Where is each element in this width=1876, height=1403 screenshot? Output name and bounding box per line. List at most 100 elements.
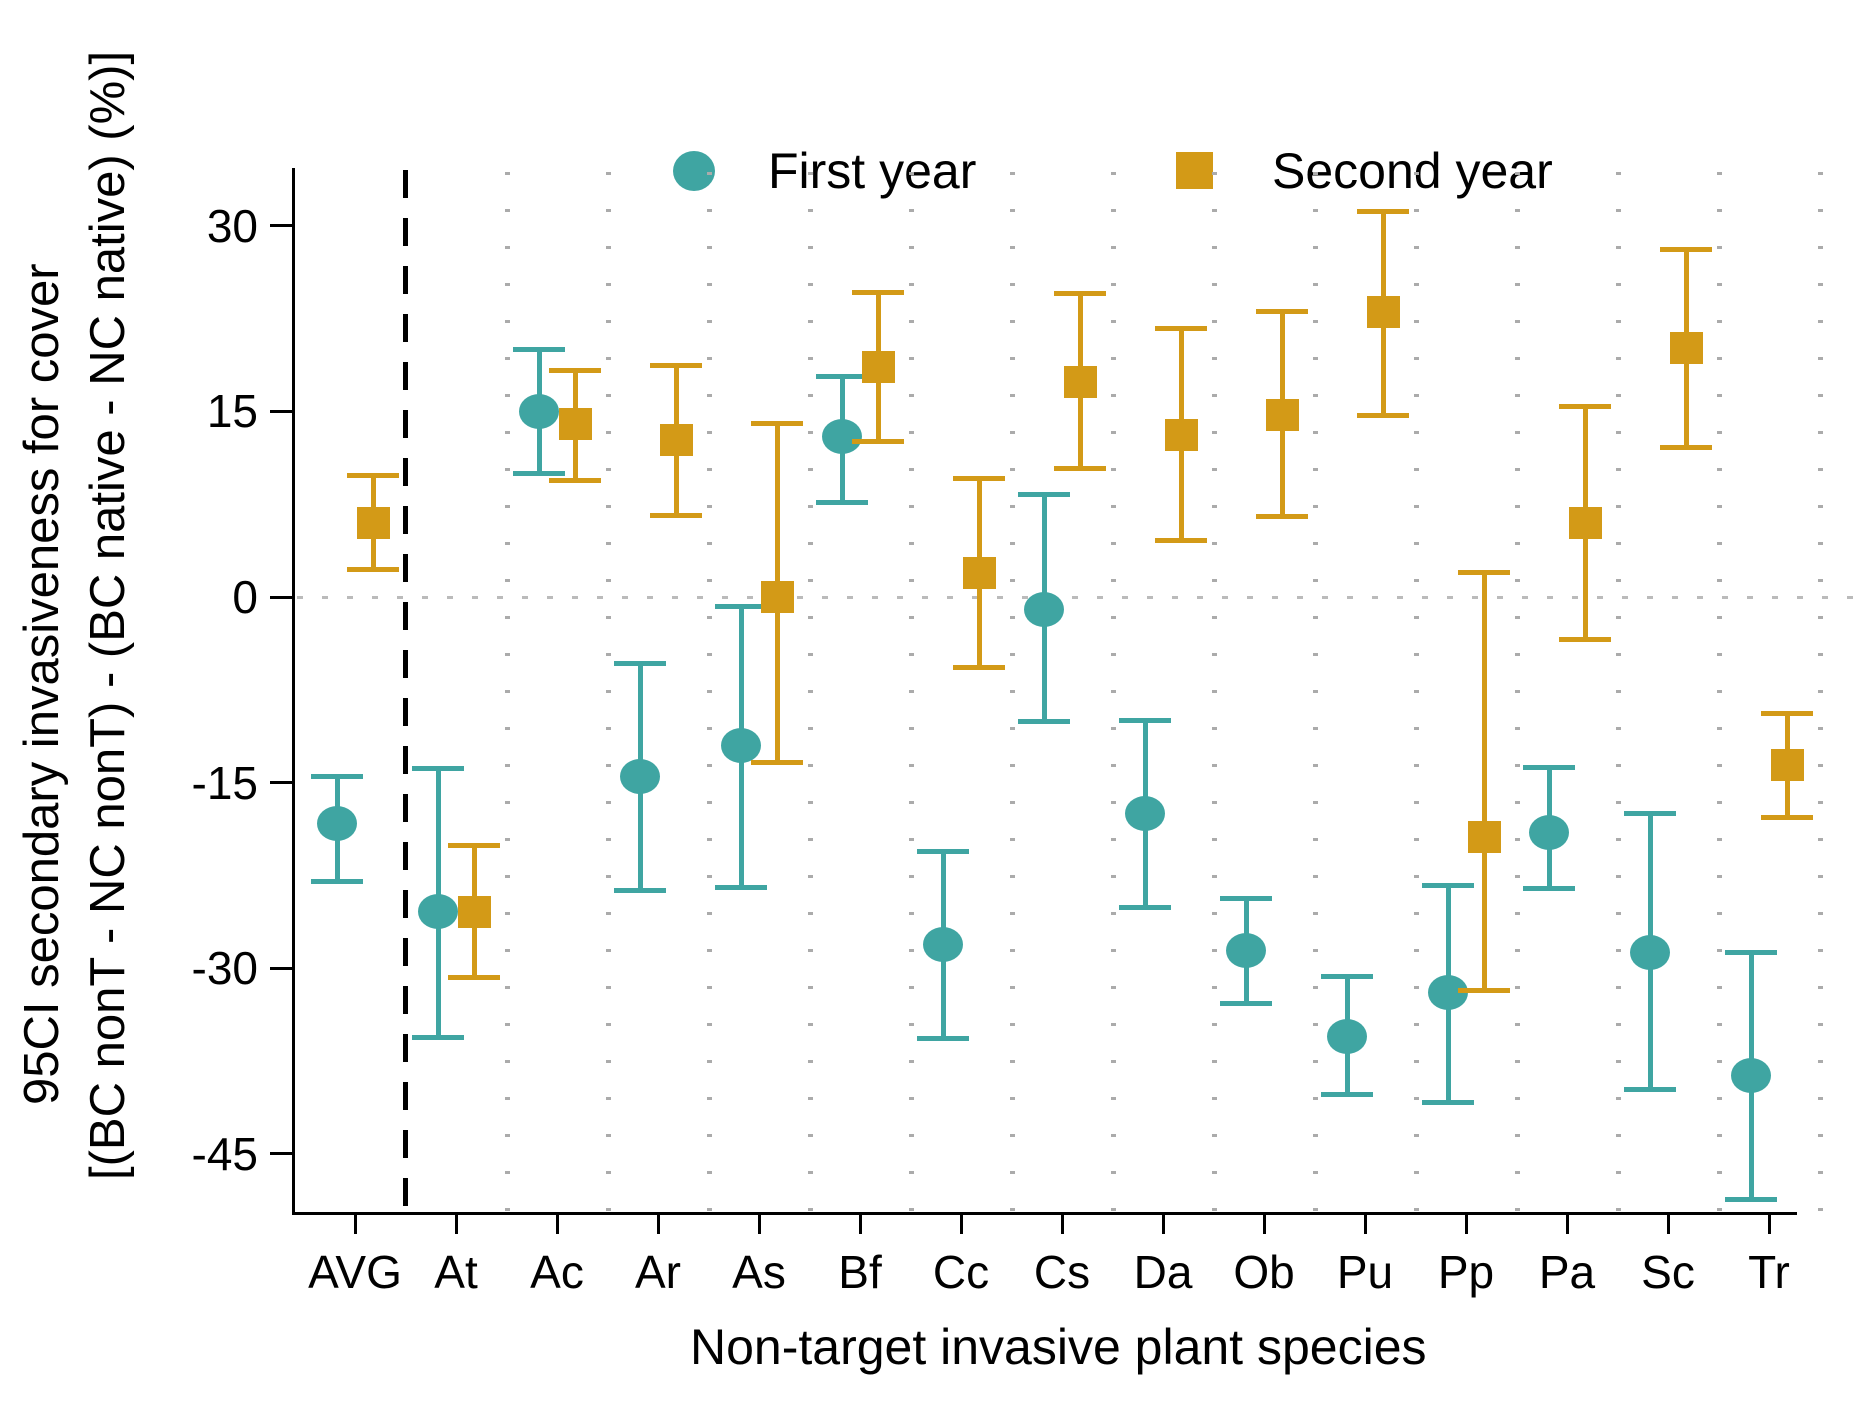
x-axis-tick bbox=[1161, 1212, 1165, 1234]
AVG-second-year-mean-marker bbox=[356, 506, 390, 539]
x-axis-tick bbox=[454, 1212, 458, 1234]
Ar-second-year-ci-upper-cap bbox=[650, 363, 702, 369]
y-axis-tick-label: 0 bbox=[232, 571, 258, 623]
y-axis-tick bbox=[270, 781, 292, 785]
Pa-second-year-ci-lower-cap bbox=[1559, 636, 1611, 642]
x-axis-tick bbox=[959, 1212, 963, 1234]
x-axis-tick-label: Da bbox=[1133, 1246, 1193, 1298]
Pu-first-year-mean-marker bbox=[1327, 1018, 1367, 1054]
column-separator-dotted-line bbox=[1110, 172, 1116, 1212]
Pp-first-year-ci-upper-cap bbox=[1422, 882, 1474, 888]
Pp-second-year-ci-line bbox=[1481, 572, 1487, 991]
x-axis-tick-label: Ar bbox=[635, 1246, 681, 1298]
Cs-second-year-mean-marker bbox=[1063, 365, 1097, 398]
Pp-first-year-ci-lower-cap bbox=[1422, 1100, 1474, 1106]
Da-second-year-mean-marker bbox=[1164, 418, 1198, 451]
x-axis-tick-label: AVG bbox=[308, 1246, 402, 1298]
Cc-first-year-ci-lower-cap bbox=[917, 1036, 969, 1042]
Pa-first-year-ci-lower-cap bbox=[1523, 886, 1575, 892]
x-axis-tick bbox=[656, 1212, 660, 1234]
y-axis-title-line2: [(BC nonT - NC nonT) - (BC native - NC n… bbox=[81, 50, 135, 1180]
Da-first-year-ci-upper-cap bbox=[1119, 718, 1171, 724]
Cc-second-year-ci-lower-cap bbox=[953, 665, 1005, 670]
Pp-second-year-ci-lower-cap bbox=[1458, 987, 1510, 993]
Da-second-year-ci-lower-cap bbox=[1155, 537, 1207, 543]
As-second-year-mean-marker bbox=[760, 581, 794, 613]
x-axis-tick-label: Pu bbox=[1336, 1246, 1394, 1298]
Da-first-year-ci-lower-cap bbox=[1119, 904, 1171, 910]
As-second-year-ci-upper-cap bbox=[751, 421, 803, 427]
Pu-second-year-ci-upper-cap bbox=[1357, 208, 1409, 214]
Sc-first-year-mean-marker bbox=[1630, 934, 1670, 970]
Cs-second-year-ci-upper-cap bbox=[1054, 291, 1106, 297]
At-second-year-mean-marker bbox=[457, 896, 491, 929]
legend-second-year-label: Second year bbox=[1272, 143, 1553, 199]
AVG-first-year-ci-lower-cap bbox=[311, 879, 363, 884]
x-axis-tick bbox=[1767, 1212, 1771, 1234]
AVG-second-year-ci-lower-cap bbox=[347, 567, 399, 573]
avg-divider-dashed-line bbox=[403, 170, 408, 1213]
zero-reference-line bbox=[297, 596, 1854, 599]
Pa-first-year-ci-upper-cap bbox=[1523, 765, 1575, 771]
Ar-second-year-mean-marker bbox=[659, 423, 693, 456]
Sc-second-year-ci-lower-cap bbox=[1660, 444, 1712, 450]
x-axis-tick bbox=[1363, 1212, 1367, 1234]
Cs-first-year-ci-upper-cap bbox=[1018, 491, 1070, 497]
At-second-year-ci-lower-cap bbox=[448, 975, 500, 981]
column-separator-dotted-line bbox=[605, 172, 611, 1212]
x-axis-tick-label: As bbox=[732, 1246, 786, 1298]
column-separator-dotted-line bbox=[1312, 172, 1318, 1212]
Ar-first-year-ci-upper-cap bbox=[614, 661, 666, 667]
y-axis-line bbox=[292, 168, 295, 1215]
At-first-year-ci-upper-cap bbox=[412, 766, 464, 772]
Bf-second-year-ci-upper-cap bbox=[852, 290, 904, 296]
Tr-first-year-mean-marker bbox=[1731, 1058, 1771, 1094]
x-axis-tick bbox=[1262, 1212, 1266, 1234]
Ar-first-year-ci-lower-cap bbox=[614, 887, 666, 893]
y-axis-tick bbox=[270, 966, 292, 970]
Sc-second-year-ci-upper-cap bbox=[1660, 246, 1712, 252]
Ob-second-year-ci-lower-cap bbox=[1256, 514, 1308, 520]
As-first-year-mean-marker bbox=[721, 727, 761, 763]
Ar-first-year-mean-marker bbox=[620, 758, 660, 794]
Da-second-year-ci-upper-cap bbox=[1155, 326, 1207, 332]
y-axis-tick-label: 15 bbox=[206, 385, 258, 438]
y-axis-tick-label: -30 bbox=[191, 942, 258, 995]
AVG-first-year-mean-marker bbox=[317, 805, 357, 841]
Cc-second-year-mean-marker bbox=[962, 557, 996, 590]
column-separator-dotted-line bbox=[908, 172, 914, 1212]
column-separator-dotted-line bbox=[504, 172, 510, 1212]
Pa-first-year-mean-marker bbox=[1529, 814, 1569, 850]
x-axis-tick bbox=[555, 1212, 559, 1234]
Pa-second-year-mean-marker bbox=[1568, 506, 1602, 539]
Bf-first-year-ci-lower-cap bbox=[816, 500, 868, 506]
Cs-second-year-ci-lower-cap bbox=[1054, 465, 1106, 471]
y-axis-tick-label: -45 bbox=[191, 1127, 258, 1180]
x-axis-tick-label: Ac bbox=[530, 1246, 584, 1298]
column-separator-dotted-line bbox=[807, 172, 813, 1212]
Bf-first-year-ci-upper-cap bbox=[816, 374, 868, 380]
x-axis-tick-label: Bf bbox=[838, 1246, 882, 1298]
Pu-first-year-ci-lower-cap bbox=[1321, 1091, 1373, 1097]
At-second-year-ci-upper-cap bbox=[448, 843, 500, 849]
Ac-first-year-ci-lower-cap bbox=[513, 470, 565, 476]
column-separator-dotted-line bbox=[1817, 172, 1823, 1212]
Cs-first-year-ci-lower-cap bbox=[1018, 719, 1070, 725]
column-separator-dotted-line bbox=[1514, 172, 1520, 1212]
Sc-second-year-mean-marker bbox=[1669, 332, 1703, 365]
column-separator-dotted-line bbox=[1211, 172, 1217, 1212]
x-axis-tick-label: Cc bbox=[932, 1246, 990, 1298]
x-axis-tick-label: Pp bbox=[1437, 1246, 1495, 1298]
Da-first-year-mean-marker bbox=[1125, 795, 1165, 831]
Bf-second-year-mean-marker bbox=[861, 350, 895, 383]
x-axis-tick-label: Pa bbox=[1538, 1246, 1596, 1298]
As-second-year-ci-lower-cap bbox=[751, 760, 803, 766]
Cc-second-year-ci-upper-cap bbox=[953, 475, 1005, 481]
y-axis-title-line1: 95CI secondary invasiveness for cover bbox=[15, 263, 69, 1105]
Bf-first-year-mean-marker bbox=[822, 418, 862, 454]
Ac-first-year-mean-marker bbox=[519, 393, 559, 429]
x-axis-tick-label: Sc bbox=[1641, 1246, 1695, 1298]
x-axis-tick bbox=[1464, 1212, 1468, 1234]
x-axis-tick-label: Cs bbox=[1033, 1246, 1091, 1298]
